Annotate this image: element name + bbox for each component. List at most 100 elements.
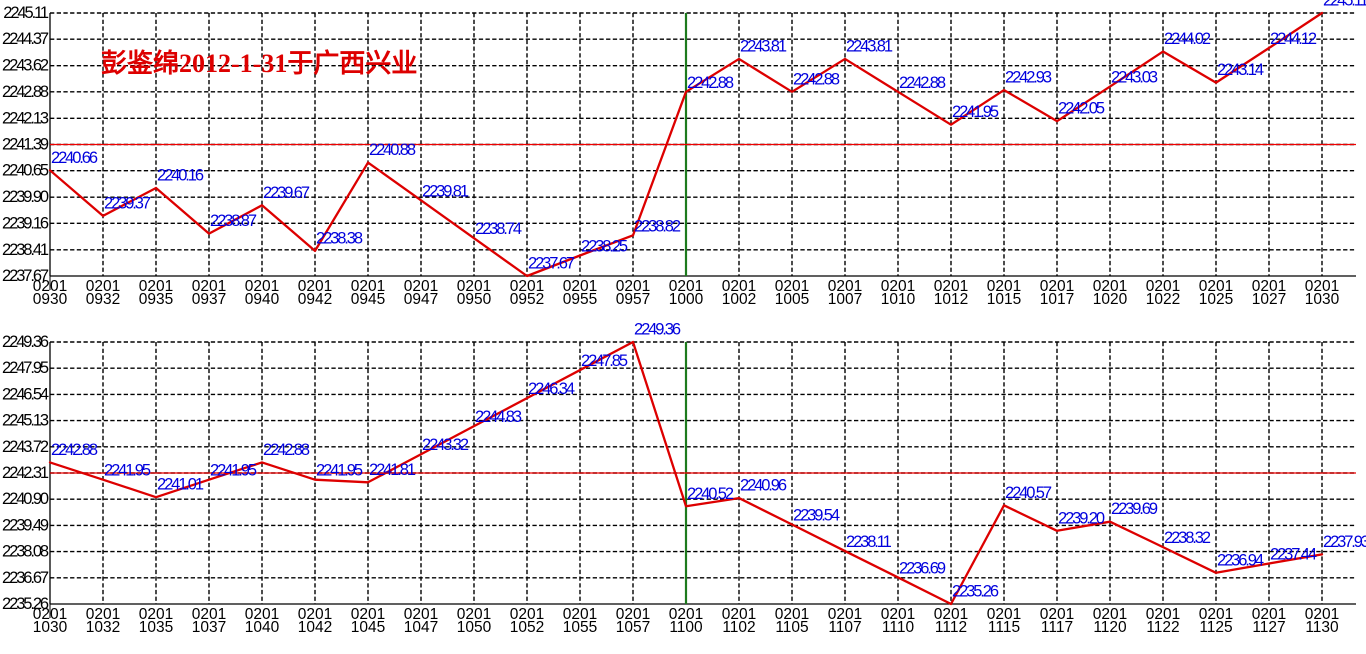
svg-text:2235.26: 2235.26 (952, 583, 999, 601)
svg-text:2239.69: 2239.69 (1111, 500, 1158, 518)
svg-text:2245.13: 2245.13 (2, 412, 49, 430)
svg-text:0935: 0935 (139, 291, 173, 308)
svg-text:1110: 1110 (882, 619, 915, 636)
svg-text:2236.67: 2236.67 (2, 569, 49, 587)
svg-text:0932: 0932 (86, 291, 120, 308)
svg-text:0945: 0945 (351, 291, 385, 308)
svg-text:2238.38: 2238.38 (316, 229, 363, 247)
svg-text:2243.14: 2243.14 (1217, 61, 1264, 79)
svg-text:0955: 0955 (563, 291, 597, 308)
svg-text:2241.95: 2241.95 (952, 103, 999, 121)
svg-text:2242.88: 2242.88 (51, 441, 98, 459)
svg-text:2244.12: 2244.12 (1270, 30, 1317, 48)
svg-text:0942: 0942 (298, 291, 332, 308)
svg-text:2238.82: 2238.82 (634, 217, 681, 235)
svg-text:1017: 1017 (1040, 291, 1074, 308)
svg-text:2240.96: 2240.96 (740, 477, 787, 495)
svg-text:2240.88: 2240.88 (369, 141, 416, 159)
svg-text:1130: 1130 (1305, 619, 1339, 636)
svg-text:2238.25: 2238.25 (581, 238, 628, 256)
svg-text:1122: 1122 (1146, 619, 1179, 636)
svg-text:1027: 1027 (1252, 291, 1286, 308)
svg-text:2247.85: 2247.85 (581, 352, 628, 370)
svg-text:1035: 1035 (139, 619, 173, 636)
svg-text:1117: 1117 (1041, 619, 1073, 636)
svg-text:2238.41: 2238.41 (2, 241, 49, 259)
svg-text:2242.88: 2242.88 (687, 74, 734, 92)
svg-text:0950: 0950 (457, 291, 492, 308)
svg-text:2243.62: 2243.62 (2, 57, 49, 75)
svg-text:2241.01: 2241.01 (157, 476, 204, 494)
svg-text:1032: 1032 (86, 619, 120, 636)
svg-text:2241.95: 2241.95 (104, 462, 151, 480)
svg-text:1037: 1037 (192, 619, 226, 636)
svg-text:2239.49: 2239.49 (2, 516, 49, 534)
svg-text:2237.44: 2237.44 (1270, 545, 1317, 563)
svg-text:2239.67: 2239.67 (263, 184, 310, 202)
svg-text:2236.94: 2236.94 (1217, 551, 1264, 569)
svg-text:2242.88: 2242.88 (899, 74, 946, 92)
svg-text:1022: 1022 (1146, 291, 1180, 308)
svg-text:2237.67: 2237.67 (528, 255, 575, 273)
svg-text:2242.88: 2242.88 (793, 70, 840, 88)
svg-text:2247.95: 2247.95 (2, 359, 49, 377)
svg-text:2242.88: 2242.88 (2, 83, 49, 101)
svg-text:1002: 1002 (722, 291, 756, 308)
svg-text:2241.95: 2241.95 (316, 462, 363, 480)
svg-text:2239.90: 2239.90 (2, 188, 49, 206)
svg-text:1012: 1012 (934, 291, 968, 308)
svg-text:2249.36: 2249.36 (634, 321, 681, 339)
svg-text:2240.57: 2240.57 (1005, 484, 1052, 502)
svg-text:1107: 1107 (828, 619, 861, 636)
svg-text:2243.72: 2243.72 (2, 438, 49, 456)
svg-text:1057: 1057 (616, 619, 650, 636)
svg-text:1015: 1015 (987, 291, 1021, 308)
svg-text:1125: 1125 (1199, 619, 1232, 636)
svg-text:1052: 1052 (510, 619, 544, 636)
svg-text:1050: 1050 (457, 619, 492, 636)
svg-text:1102: 1102 (722, 619, 755, 636)
svg-text:0937: 0937 (192, 291, 226, 308)
svg-text:2243.81: 2243.81 (740, 37, 787, 55)
svg-text:2244.37: 2244.37 (2, 30, 49, 48)
svg-text:1025: 1025 (1199, 291, 1233, 308)
svg-text:2249.36: 2249.36 (2, 333, 49, 351)
svg-text:2238.11: 2238.11 (846, 533, 892, 551)
svg-text:2238.08: 2238.08 (2, 543, 49, 561)
svg-text:2240.66: 2240.66 (51, 149, 98, 167)
svg-text:0957: 0957 (616, 291, 650, 308)
svg-text:1020: 1020 (1093, 291, 1128, 308)
svg-text:1115: 1115 (988, 619, 1020, 636)
svg-text:1112: 1112 (935, 619, 967, 636)
svg-text:1047: 1047 (404, 619, 438, 636)
svg-text:2241.81: 2241.81 (369, 461, 416, 479)
svg-text:1120: 1120 (1093, 619, 1127, 636)
svg-text:2241.39: 2241.39 (2, 136, 49, 154)
svg-text:2244.02: 2244.02 (1164, 30, 1211, 48)
svg-text:1045: 1045 (351, 619, 385, 636)
svg-text:1127: 1127 (1252, 619, 1285, 636)
svg-text:2245.11: 2245.11 (1323, 0, 1366, 10)
svg-text:1000: 1000 (669, 291, 704, 308)
svg-text:2240.65: 2240.65 (2, 162, 49, 180)
svg-text:2246.34: 2246.34 (528, 380, 575, 398)
svg-text:2239.20: 2239.20 (1058, 509, 1105, 527)
svg-text:2244.83: 2244.83 (475, 408, 522, 426)
svg-text:1005: 1005 (775, 291, 809, 308)
svg-text:2237.93: 2237.93 (1323, 533, 1366, 551)
svg-text:2242.31: 2242.31 (2, 464, 49, 482)
svg-text:2240.52: 2240.52 (687, 485, 734, 503)
svg-text:2240.16: 2240.16 (157, 166, 204, 184)
svg-text:2239.54: 2239.54 (793, 506, 840, 524)
svg-text:2243.32: 2243.32 (422, 436, 469, 454)
svg-text:2243.03: 2243.03 (1111, 69, 1158, 87)
svg-text:1055: 1055 (563, 619, 597, 636)
svg-text:2242.05: 2242.05 (1058, 100, 1105, 118)
svg-text:2246.54: 2246.54 (2, 385, 49, 403)
svg-text:2239.16: 2239.16 (2, 214, 49, 232)
svg-text:1010: 1010 (881, 291, 916, 308)
svg-text:1100: 1100 (669, 619, 703, 636)
svg-text:2241.95: 2241.95 (210, 462, 257, 480)
svg-text:2239.37: 2239.37 (104, 194, 151, 212)
svg-text:2245.11: 2245.11 (3, 4, 49, 22)
